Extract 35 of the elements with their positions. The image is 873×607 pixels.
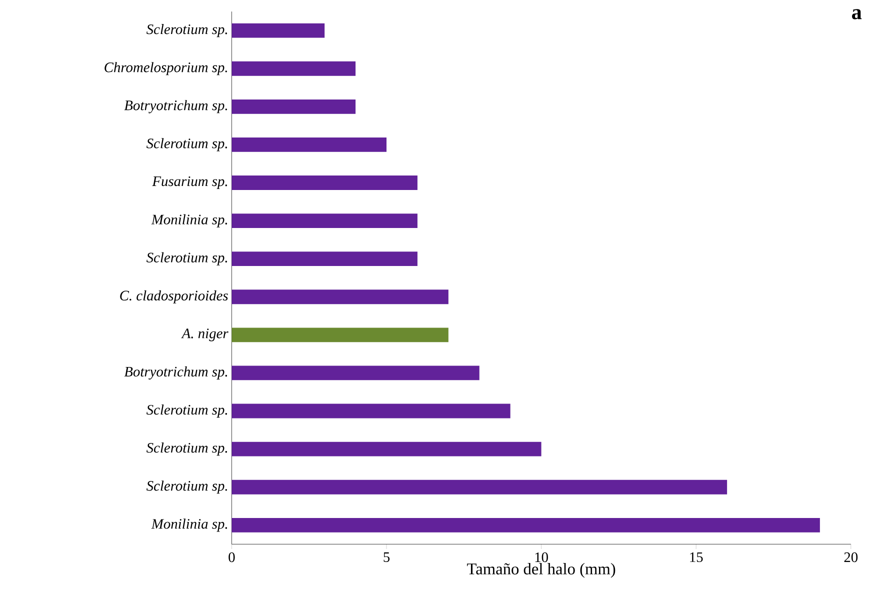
y-tick-label: Sclerotium sp.: [146, 252, 228, 266]
y-tick-label: Sclerotium sp.: [146, 24, 228, 38]
y-tick-label: Monilinia sp.: [151, 518, 228, 532]
bar: [232, 290, 448, 304]
y-tick-label: Monilinia sp.: [151, 214, 228, 228]
bar: [232, 100, 356, 114]
x-axis-title: Tamaño del halo (mm): [467, 563, 616, 578]
y-tick-label: Fusarium sp.: [152, 176, 228, 190]
y-tick-label: Botryotrichum sp.: [124, 100, 228, 114]
bar: [232, 366, 480, 380]
y-tick-label: Sclerotium sp.: [146, 480, 228, 494]
chart-title: a: [852, 9, 862, 20]
y-tick-label: Chromelosporium sp.: [104, 62, 227, 76]
y-tick-label: Sclerotium sp.: [146, 442, 228, 456]
y-tick-label: A. niger: [181, 328, 228, 342]
bar: [232, 480, 728, 494]
bar: [232, 404, 510, 418]
x-tick-label: 5: [384, 552, 390, 562]
bar: [232, 252, 418, 266]
y-tick-label: Sclerotium sp.: [146, 404, 228, 418]
y-tick-label: C. cladosporioides: [120, 290, 228, 304]
bar: [232, 214, 418, 228]
bar: [232, 328, 448, 342]
bar: [232, 138, 387, 152]
x-tick-label: 10: [535, 552, 548, 562]
bar: [232, 442, 542, 456]
bar: [232, 62, 356, 76]
x-tick-label: 0: [228, 552, 235, 562]
y-tick-label: Botryotrichum sp.: [124, 366, 228, 380]
y-tick-label: Sclerotium sp.: [146, 138, 228, 152]
x-tick-label: 15: [690, 552, 703, 562]
bar: [232, 518, 820, 533]
bar: [232, 176, 418, 190]
bar: [232, 24, 325, 38]
x-tick-label: 20: [844, 552, 858, 562]
